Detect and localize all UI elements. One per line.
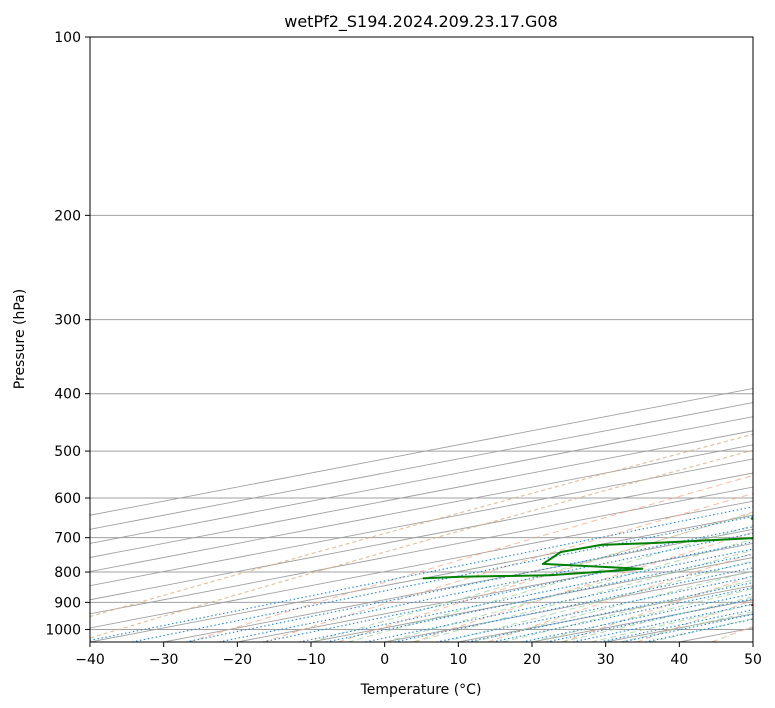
x-axis-label: Temperature (°C) [360, 682, 482, 698]
moist-adiabat [502, 579, 753, 642]
isotherm [90, 458, 753, 587]
y-tick-label: 200 [54, 208, 81, 224]
plot-frame [89, 36, 754, 643]
isotherm [90, 486, 753, 615]
isotherm [90, 444, 753, 573]
y-axis-label: Pressure (hPa) [12, 289, 28, 389]
y-tick-label: 600 [54, 491, 81, 507]
y-tick-label: 700 [54, 531, 81, 547]
isotherm [90, 430, 753, 558]
x-tick-label: 10 [449, 652, 467, 668]
moist-adiabat [347, 525, 753, 642]
background-lines [90, 37, 753, 642]
x-tick-label: −40 [75, 652, 105, 668]
mixing-ratio-line [185, 526, 753, 642]
moist-adiabat [561, 596, 753, 642]
x-tick-label: 50 [744, 652, 762, 668]
x-tick-label: 30 [597, 652, 615, 668]
dry-adiabat [263, 492, 753, 642]
y-tick-label: 900 [54, 595, 81, 611]
moist-adiabat [413, 549, 753, 642]
y-tick-label: 500 [54, 444, 81, 460]
y-tick-label: 100 [54, 30, 81, 46]
y-tick-label: 800 [54, 565, 81, 581]
mixing-ratio-line [394, 567, 753, 642]
moist-adiabat [310, 512, 753, 642]
x-tick-label: −20 [223, 652, 253, 668]
isotherm [90, 514, 753, 642]
profile-lines [422, 517, 753, 607]
mixing-ratio-line [365, 561, 753, 642]
chart-title: wetPf2_S194.2024.209.23.17.G08 [284, 12, 558, 32]
x-tick-label: 0 [380, 652, 389, 668]
isotherm [90, 500, 753, 629]
x-tick-label: −10 [296, 652, 326, 668]
mixing-ratio-line [299, 548, 753, 642]
mixing-ratio-line [262, 541, 753, 642]
isotherm [90, 472, 753, 601]
x-tick-label: −30 [149, 652, 179, 668]
y-tick-label: 1000 [45, 622, 81, 638]
x-tick-label: 20 [523, 652, 541, 668]
mixing-ratio-line [325, 553, 753, 642]
x-tick-label: 40 [670, 652, 688, 668]
dewpoint-profile-line [422, 517, 753, 580]
isotherm [90, 416, 753, 544]
y-tick-label: 300 [54, 313, 81, 329]
y-tick-label: 400 [54, 387, 81, 403]
axis-ticks: −40 −30 −20 −10 0 10 20 30 40 50 100 200 300 400 500 60… [45, 30, 762, 668]
moist-adiabat [472, 570, 753, 642]
